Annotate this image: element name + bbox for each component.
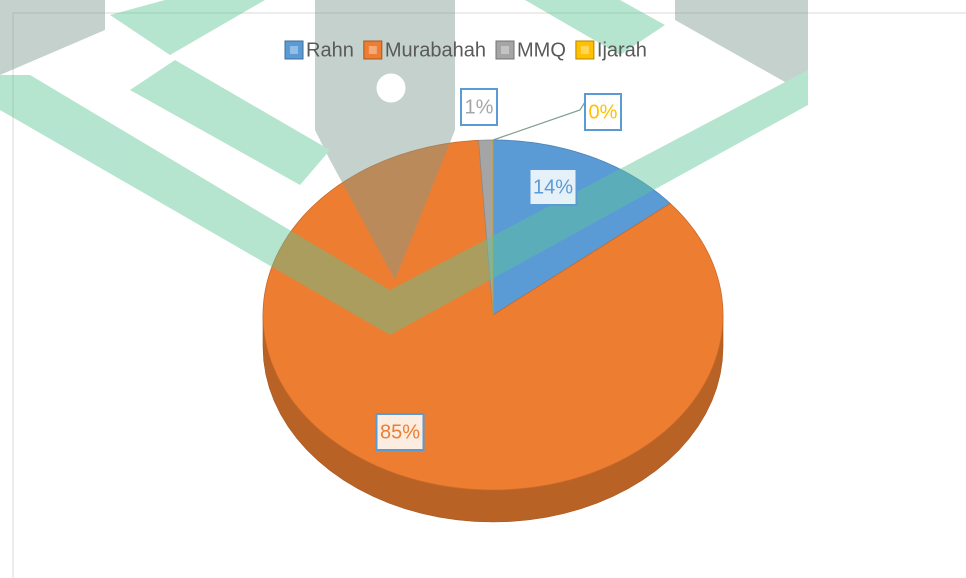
legend-swatch-inner bbox=[290, 46, 298, 54]
legend-swatch-inner bbox=[581, 46, 589, 54]
legend-label: Murabahah bbox=[385, 39, 486, 61]
legend-label: Ijarah bbox=[597, 39, 647, 61]
page: RahnMurabahahMMQIjarah 14%85%1%0% (() =>… bbox=[0, 0, 966, 578]
watermark-dot bbox=[377, 74, 405, 102]
data-label: 14% bbox=[533, 176, 573, 198]
legend-label: Rahn bbox=[306, 39, 354, 61]
data-label: 0% bbox=[589, 101, 618, 123]
legend-label: MMQ bbox=[517, 39, 566, 61]
legend-swatch-inner bbox=[501, 46, 509, 54]
data-label: 85% bbox=[380, 421, 420, 443]
legend: Rahn Murabahah MMQ Ijarah bbox=[285, 39, 647, 61]
pie bbox=[263, 140, 723, 522]
legend-swatch-inner bbox=[369, 46, 377, 54]
chart: Rahn Murabahah MMQ Ijarah 14% 85% 1% 0% bbox=[0, 0, 966, 578]
data-label: 1% bbox=[465, 96, 494, 118]
